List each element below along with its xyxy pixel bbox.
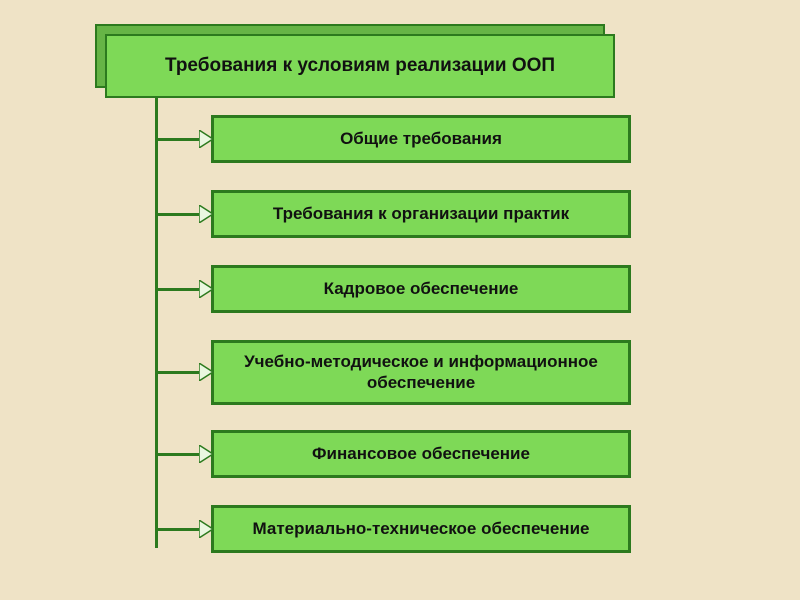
tree-row: Финансовое обеспечение [155, 430, 631, 478]
tree-row: Общие требования [155, 115, 631, 163]
arrow-icon [199, 205, 213, 223]
item-label: Требования к организации практик [273, 203, 569, 224]
tree-row: Материально-техническое обеспечение [155, 505, 631, 553]
arrow-icon [199, 520, 213, 538]
arrow-icon [199, 130, 213, 148]
arrow-icon [199, 445, 213, 463]
tree-branch [155, 288, 211, 291]
item-box: Общие требования [211, 115, 631, 163]
item-box: Учебно-методическое и информационное обе… [211, 340, 631, 405]
item-box: Финансовое обеспечение [211, 430, 631, 478]
item-box: Кадровое обеспечение [211, 265, 631, 313]
tree-stem [155, 98, 158, 548]
header-block: Требования к условиям реализации ООП [95, 24, 615, 96]
item-label: Общие требования [340, 128, 502, 149]
tree-branch [155, 528, 211, 531]
header-box: Требования к условиям реализации ООП [105, 34, 615, 98]
tree-branch [155, 213, 211, 216]
arrow-icon [199, 363, 213, 381]
tree-row: Учебно-методическое и информационное обе… [155, 340, 631, 405]
tree-row: Кадровое обеспечение [155, 265, 631, 313]
tree-branch [155, 453, 211, 456]
tree-branch [155, 138, 211, 141]
item-box: Требования к организации практик [211, 190, 631, 238]
header-title: Требования к условиям реализации ООП [165, 55, 555, 77]
item-label: Материально-техническое обеспечение [253, 518, 590, 539]
item-box: Материально-техническое обеспечение [211, 505, 631, 553]
item-label: Учебно-методическое и информационное обе… [226, 351, 616, 394]
arrow-icon [199, 280, 213, 298]
tree-branch [155, 371, 211, 374]
item-label: Кадровое обеспечение [324, 278, 519, 299]
item-label: Финансовое обеспечение [312, 443, 530, 464]
tree-row: Требования к организации практик [155, 190, 631, 238]
